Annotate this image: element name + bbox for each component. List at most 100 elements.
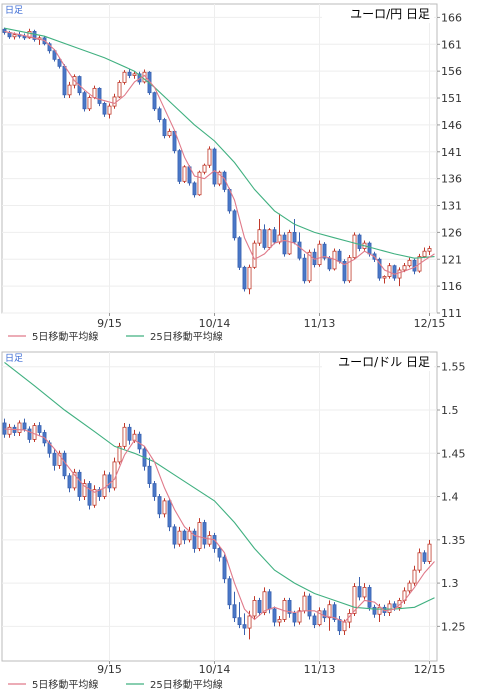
candle-down [87,483,92,506]
title-background [322,5,434,23]
chart-title: ユーロ/ドル 日足 [338,355,430,369]
candle-down [342,261,347,282]
ma25-line [4,361,435,610]
y-tick-label: 126 [441,226,462,239]
candle-down [77,471,82,497]
candle-up [197,171,202,196]
legend-ma5-label: 5日移動平均線 [32,678,98,691]
candle-up [177,530,182,545]
candle-up [17,422,22,433]
candle-down [167,500,172,528]
candle-up [167,130,172,137]
candle-up [117,445,122,463]
y-tick-label: 131 [441,200,462,213]
candle-up [27,31,32,39]
candle-up [87,97,92,110]
candle-down [217,548,222,558]
candle-down [177,150,182,182]
title-background [322,353,434,371]
y-tick-label: 161 [441,38,462,51]
candle-down [272,229,277,243]
candle-down [52,452,57,466]
x-tick-label: 9/15 [97,663,122,676]
candle-down [192,182,197,196]
candle-up [132,73,137,76]
candle-up [342,621,347,632]
candle-down [227,578,232,606]
ma25-line [4,27,435,259]
y-tick-label: 141 [441,146,462,159]
candle-down [62,65,67,96]
candle-up [122,426,127,447]
candle-up [32,425,37,440]
candle-down [222,556,227,580]
candle-down [97,87,102,104]
candle-up [107,105,112,115]
candle-up [422,250,427,257]
candle-down [412,259,417,272]
candle-up [72,471,77,489]
x-tick-label: 11/13 [304,663,336,676]
candle-up [67,84,72,96]
candle-up [252,242,257,268]
candle-down [282,234,287,255]
candle-up [257,229,262,244]
candle-down [332,604,337,620]
candle-up [267,229,272,248]
x-tick-label: 12/15 [414,663,446,676]
candle-down [302,257,307,282]
candle-up [427,248,432,252]
candle-down [292,612,297,623]
y-tick-label: 116 [441,280,462,293]
candle-down [57,58,62,67]
candle-up [12,34,17,38]
candle-down [37,425,42,433]
y-tick-label: 146 [441,119,462,132]
candle-up [207,148,212,166]
candle-down [272,608,277,623]
candle-up [197,522,202,549]
y-tick-label: 121 [441,253,462,266]
candle-down [237,617,242,626]
euro-yen-daily-chart: 166 161 156 151 146 141 136 131 126 121 116 111 9/15… [0,0,478,348]
y-tick-label: 1.25 [441,620,466,633]
y-tick-label: 136 [441,173,462,186]
y-tick-label: 166 [441,11,462,24]
candle-down [107,474,112,489]
corner-label: 日足 [5,5,23,16]
candle-down [157,496,162,515]
plot-frame [1,3,438,314]
candle-down [357,234,362,249]
candle-up [92,87,97,98]
candle-down [232,604,237,619]
candle-up [417,552,422,571]
candle-down [267,591,272,610]
candle-up [287,231,292,255]
y-tick-label: 111 [441,307,462,320]
candle-down [367,242,372,255]
candle-up [252,600,257,617]
candle-up [247,266,252,290]
corner-label: 日足 [5,353,23,364]
candle-down [312,615,317,626]
x-tick-label: 10/14 [199,663,231,676]
candle-up [277,619,282,623]
candle-down [232,210,237,239]
candle-down [172,526,177,545]
candle-up [82,483,87,497]
candle-down [392,603,397,608]
candle-up [307,251,312,282]
candle-down [322,243,327,259]
candle-down [152,483,157,497]
candle-down [422,552,427,562]
euro-yen-chart-svg: 166 161 156 151 146 141 136 131 126 121 116 111 9/15… [1,3,462,343]
euro-dollar-daily-chart: 1.55 1.5 1.45 1.4 1.35 1.3 1.25 9/15 10/14 11/13 1… [0,348,478,697]
candle-up [317,610,322,626]
candle-up [387,603,392,613]
candle-up [327,604,332,619]
candle-up [407,582,412,592]
candle-down [147,465,152,484]
candle-up [317,243,322,266]
x-tick-label: 10/14 [199,317,231,330]
candle-down [257,600,262,613]
